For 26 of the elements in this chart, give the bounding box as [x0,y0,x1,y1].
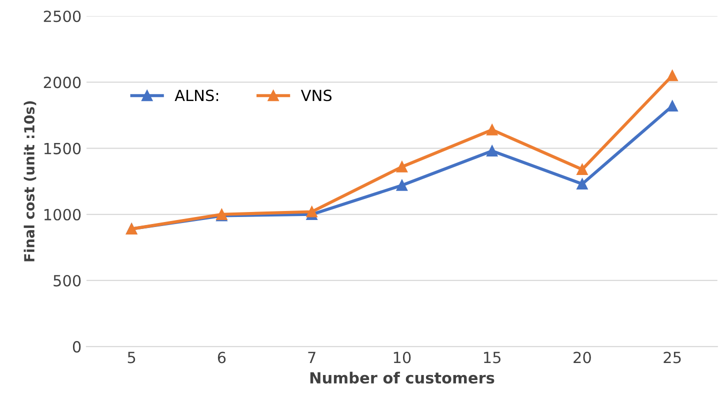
point [396,180,408,191]
y-tick-label: 0 [72,341,81,353]
point [486,124,498,136]
y-tick-label: 1500 [44,142,81,154]
point [666,70,678,82]
x-axis-title: Number of customers [310,372,494,384]
y-tick-label: 1000 [44,208,81,220]
x-tick-label: 25 [664,352,681,364]
point [576,178,588,190]
y-tick-label: 2000 [44,76,81,88]
y-tick-label: 500 [54,274,81,287]
point [396,161,408,172]
x-tick-label: 7 [308,352,316,364]
x-tick-label: 6 [218,352,226,364]
point [486,145,498,157]
y-tick-label: 2500 [44,10,81,22]
point [306,206,318,218]
x-tick-label: 5 [128,352,136,364]
x-tick-label: 10 [394,352,411,364]
y-axis-title: Final cost (unit :10s) [24,101,36,262]
legend-label: ALNS: [174,90,218,102]
x-tick-label: 20 [574,352,591,364]
point [666,100,678,112]
point [576,164,588,176]
x-tick-label: 15 [484,352,500,364]
legend-label: VNS [300,90,332,102]
